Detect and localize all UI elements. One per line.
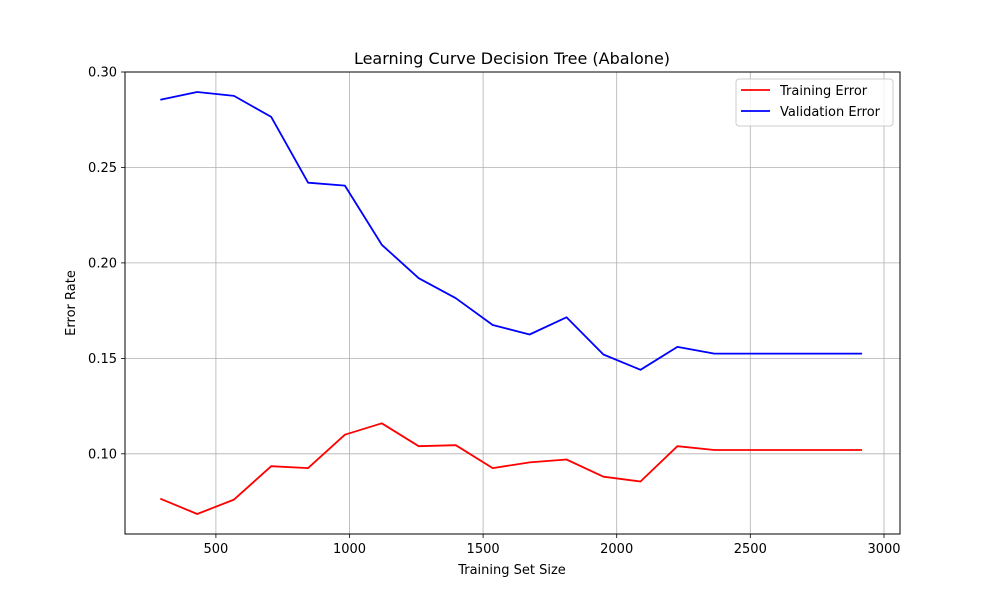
plot-frame — [124, 71, 901, 535]
legend-label-training-error: Training Error — [779, 84, 868, 99]
x-axis-ticks: 500 1000 1500 2000 2500 3000 — [203, 534, 901, 557]
y-axis-label: Error Rate — [64, 270, 79, 336]
y-tick-label: 0.30 — [88, 66, 117, 81]
y-tick-label: 0.10 — [88, 447, 117, 462]
legend-label-validation-error: Validation Error — [780, 105, 881, 120]
x-axis-label: Training Set Size — [457, 563, 566, 578]
y-axis-ticks: 0.10 0.15 0.20 0.25 0.30 — [88, 66, 125, 462]
legend-box — [735, 78, 894, 127]
legend: Training Error Validation Error — [735, 78, 894, 127]
series-lines — [159, 91, 863, 515]
x-tick-label: 2000 — [600, 542, 633, 557]
x-tick-label: 3000 — [867, 542, 900, 557]
x-tick-label: 1000 — [333, 542, 366, 557]
x-tick-label: 1500 — [467, 542, 500, 557]
series-line-validation-error — [160, 91, 863, 371]
y-tick-label: 0.15 — [88, 352, 117, 367]
x-tick-label: 500 — [203, 542, 228, 557]
x-tick-label: 2500 — [734, 542, 767, 557]
series-line-training-error — [159, 422, 863, 515]
y-tick-label: 0.25 — [88, 161, 117, 176]
y-tick-label: 0.20 — [88, 256, 117, 271]
chart-title: Learning Curve Decision Tree (Abalone) — [354, 49, 670, 68]
